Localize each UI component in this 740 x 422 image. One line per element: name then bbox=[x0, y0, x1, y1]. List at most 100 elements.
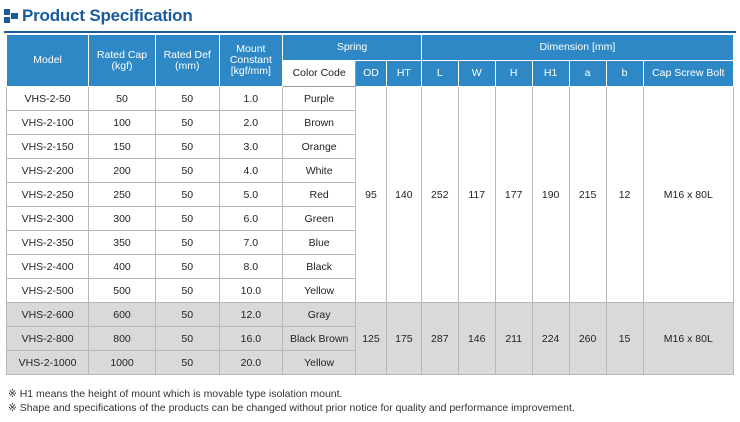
cell-def: 50 bbox=[154, 134, 220, 159]
table-row: VHS-2-100 100 50 2.0 Brown bbox=[5, 110, 734, 135]
cell-model: VHS-2-1000 bbox=[5, 350, 90, 375]
cell-cap: 50 bbox=[88, 86, 156, 111]
cell-model: VHS-2-350 bbox=[5, 230, 90, 255]
cell-ht: 140 bbox=[385, 86, 422, 303]
cell-h: 211 bbox=[494, 302, 533, 375]
cell-constant: 5.0 bbox=[218, 182, 284, 207]
cell-constant: 12.0 bbox=[218, 302, 284, 327]
cell-l: 252 bbox=[420, 86, 459, 303]
cell-color: Brown bbox=[282, 110, 357, 135]
header-h: H bbox=[494, 60, 533, 87]
cell-model: VHS-2-150 bbox=[5, 134, 90, 159]
cell-def: 50 bbox=[154, 302, 220, 327]
cell-constant: 7.0 bbox=[218, 230, 284, 255]
table-row: VHS-2-50 50 50 1.0 Purple 95 140 252 117… bbox=[5, 86, 735, 303]
cell-color: Purple bbox=[282, 86, 357, 111]
table-row: VHS-2-200 200 50 4.0 White bbox=[5, 158, 734, 183]
header-h1: H1 bbox=[531, 60, 570, 87]
cell-model: VHS-2-250 bbox=[5, 182, 90, 207]
cell-h1: 190 bbox=[531, 86, 570, 303]
cell-constant: 3.0 bbox=[218, 134, 284, 159]
header-cap-screw-bolt: Cap Screw Bolt bbox=[642, 60, 735, 87]
page-title: Product Specification bbox=[22, 6, 193, 25]
footnote: ※ H1 means the height of mount which is … bbox=[8, 388, 343, 400]
table-row: VHS-2-1000 1000 50 20.0 Yellow bbox=[5, 350, 734, 375]
cell-def: 50 bbox=[154, 350, 220, 375]
cell-color: Red bbox=[282, 182, 357, 207]
cell-color: Yellow bbox=[282, 278, 357, 303]
header-ht: HT bbox=[385, 60, 422, 87]
cell-model: VHS-2-600 bbox=[5, 302, 90, 327]
cell-cap: 150 bbox=[88, 134, 156, 159]
cell-color: Black bbox=[282, 254, 357, 279]
footnotes: ※ H1 means the height of mount which is … bbox=[8, 387, 575, 415]
header-a: a bbox=[568, 60, 607, 87]
cell-color: Green bbox=[282, 206, 357, 231]
cell-def: 50 bbox=[154, 206, 220, 231]
cell-cap: 400 bbox=[88, 254, 156, 279]
cell-model: VHS-2-50 bbox=[5, 86, 90, 111]
table-row: VHS-2-600 600 50 12.0 Gray 125 175 287 1… bbox=[5, 302, 735, 375]
header-model: Model bbox=[5, 34, 90, 87]
header-rated-cap: Rated Cap (kgf) bbox=[88, 34, 156, 87]
cell-a: 260 bbox=[568, 302, 607, 375]
cell-model: VHS-2-500 bbox=[5, 278, 90, 303]
cell-color: Black Brown bbox=[282, 326, 357, 351]
cell-constant: 6.0 bbox=[218, 206, 284, 231]
cell-color: Orange bbox=[282, 134, 357, 159]
cell-w: 117 bbox=[457, 86, 496, 303]
cell-h: 177 bbox=[494, 86, 533, 303]
header-spring: Spring bbox=[282, 34, 422, 61]
bullet-icon bbox=[4, 9, 18, 23]
cell-cap: 100 bbox=[88, 110, 156, 135]
cell-def: 50 bbox=[154, 110, 220, 135]
cell-def: 50 bbox=[154, 278, 220, 303]
header-color-code: Color Code bbox=[282, 60, 357, 87]
cell-def: 50 bbox=[154, 326, 220, 351]
table-row: VHS-2-800 800 50 16.0 Black Brown bbox=[5, 326, 734, 351]
header-b: b bbox=[605, 60, 644, 87]
cell-od: 125 bbox=[355, 302, 387, 375]
cell-def: 50 bbox=[154, 86, 220, 111]
cell-cap: 500 bbox=[88, 278, 156, 303]
cell-constant: 1.0 bbox=[218, 86, 284, 111]
cell-cap: 350 bbox=[88, 230, 156, 255]
header-dimension: Dimension [mm] bbox=[420, 34, 735, 61]
cell-constant: 4.0 bbox=[218, 158, 284, 183]
title-bar: Product Specification bbox=[4, 3, 193, 29]
table-row: VHS-2-400 400 50 8.0 Black bbox=[5, 254, 734, 279]
cell-def: 50 bbox=[154, 182, 220, 207]
table-row: VHS-2-500 500 50 10.0 Yellow bbox=[5, 278, 734, 303]
cell-constant: 8.0 bbox=[218, 254, 284, 279]
cell-color: Yellow bbox=[282, 350, 357, 375]
cell-od: 95 bbox=[355, 86, 387, 303]
cell-constant: 10.0 bbox=[218, 278, 284, 303]
cell-def: 50 bbox=[154, 230, 220, 255]
cell-cap: 600 bbox=[88, 302, 156, 327]
cell-constant: 2.0 bbox=[218, 110, 284, 135]
header-od: OD bbox=[355, 60, 387, 87]
cell-constant: 20.0 bbox=[218, 350, 284, 375]
cell-def: 50 bbox=[154, 254, 220, 279]
cell-cap: 200 bbox=[88, 158, 156, 183]
table-row: VHS-2-250 250 50 5.0 Red bbox=[5, 182, 734, 207]
cell-def: 50 bbox=[154, 158, 220, 183]
header-l: L bbox=[420, 60, 459, 87]
cell-color: Gray bbox=[282, 302, 357, 327]
cell-cap: 300 bbox=[88, 206, 156, 231]
header-rated-def: Rated Def (mm) bbox=[154, 34, 220, 87]
header-w: W bbox=[457, 60, 496, 87]
table-row: VHS-2-150 150 50 3.0 Orange bbox=[5, 134, 734, 159]
cell-model: VHS-2-100 bbox=[5, 110, 90, 135]
cell-b: 15 bbox=[605, 302, 644, 375]
cell-b: 12 bbox=[605, 86, 644, 303]
cell-constant: 16.0 bbox=[218, 326, 284, 351]
header-mount-constant: Mount Constant [kgf/mm] bbox=[218, 34, 284, 87]
cell-bolt: M16 x 80L bbox=[642, 86, 735, 303]
footnote: ※ Shape and specifications of the produc… bbox=[8, 402, 575, 414]
cell-h1: 224 bbox=[531, 302, 570, 375]
cell-cap: 1000 bbox=[88, 350, 156, 375]
cell-ht: 175 bbox=[385, 302, 422, 375]
cell-color: White bbox=[282, 158, 357, 183]
cell-a: 215 bbox=[568, 86, 607, 303]
